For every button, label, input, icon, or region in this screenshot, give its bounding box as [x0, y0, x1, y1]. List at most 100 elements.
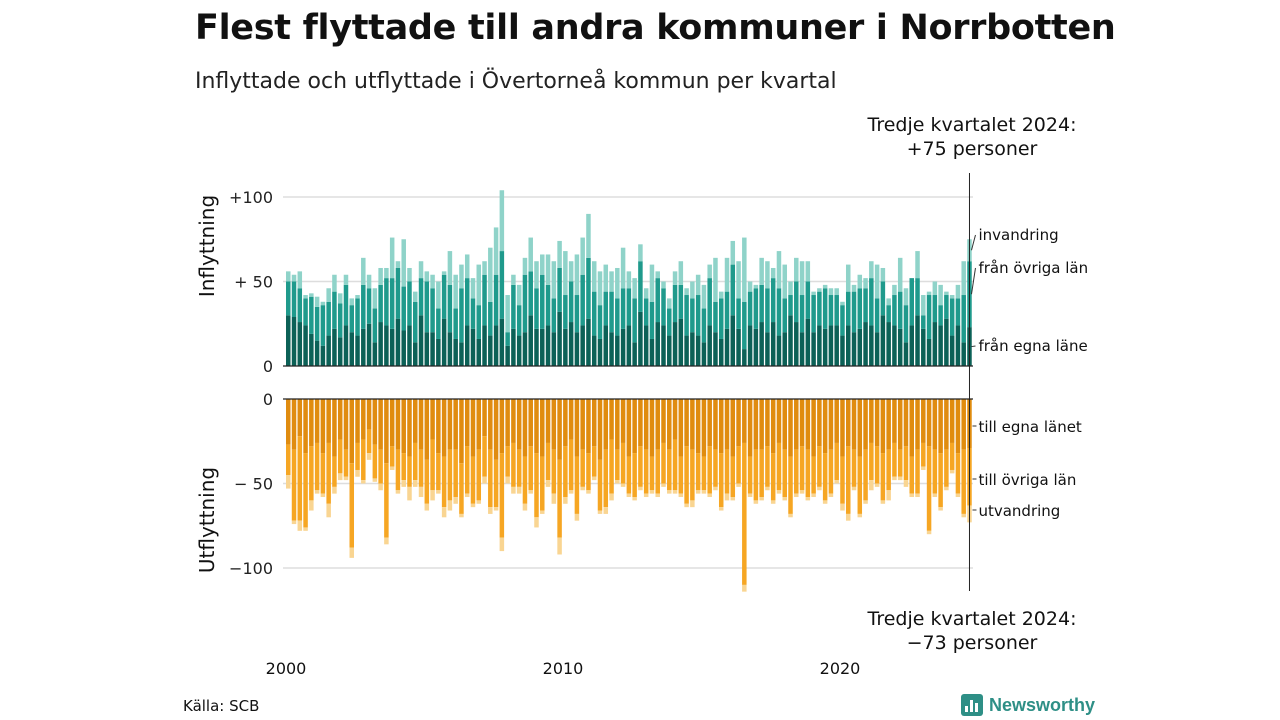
bar-segment [615, 335, 620, 366]
bar-segment [949, 469, 955, 474]
bar-segment [470, 456, 476, 504]
bar-segment [597, 305, 603, 339]
bar-segment [337, 293, 343, 304]
bar-segment [776, 251, 782, 289]
bar-segment [436, 490, 441, 494]
bar-segment [378, 483, 383, 491]
bar-segment [516, 399, 522, 450]
bar-segment [926, 295, 932, 339]
bar-segment [470, 328, 476, 366]
newsworthy-logo[interactable]: Newsworthy [961, 693, 1095, 717]
bar-segment [378, 449, 383, 484]
bar-segment [516, 284, 522, 306]
bar-segment [903, 288, 909, 306]
bar-segment [464, 399, 470, 447]
bar-segment [430, 274, 435, 289]
bar-segment [701, 490, 707, 494]
bar-segment [655, 493, 660, 498]
bar-segment [568, 439, 574, 491]
bar-segment [874, 264, 880, 299]
bar-segment [799, 332, 805, 366]
bar-segment [955, 453, 961, 494]
bar-segment [286, 315, 291, 366]
bar-segment [401, 480, 406, 487]
bar-segment [551, 332, 557, 366]
bar-segment [817, 325, 822, 366]
bar-segment [580, 486, 585, 491]
bar-segment [609, 399, 614, 440]
bar-segment [822, 453, 828, 501]
bar-segment [828, 399, 834, 450]
bar-segment [337, 337, 343, 366]
bar-segment [459, 463, 464, 514]
bar-segment [620, 399, 626, 443]
bar-segment [551, 261, 557, 299]
bar-segment [788, 456, 793, 514]
bar-segment [770, 278, 776, 323]
bar-segment [493, 325, 499, 366]
bar-segment [563, 399, 568, 447]
bar-segment [961, 261, 966, 296]
bar-segment [580, 274, 585, 326]
bar-segment [372, 444, 378, 479]
bar-segment [568, 490, 574, 494]
bar-segment [349, 547, 355, 558]
bar-segment [794, 449, 799, 494]
bar-segment [765, 288, 770, 333]
bar-segment [897, 257, 903, 292]
bar-segment [320, 301, 326, 306]
bar-segment [638, 446, 643, 487]
bar-segment [528, 446, 533, 491]
bar-segment [551, 493, 557, 504]
bar-segment [713, 399, 718, 450]
bar-segment [395, 399, 401, 450]
bar-segment [794, 399, 799, 450]
y-axis-label-outflow: Utflyttning [195, 467, 219, 573]
bar-segment [534, 517, 539, 528]
bar-segment [678, 261, 684, 285]
bar-segment [436, 399, 441, 454]
bar-segment [845, 264, 851, 292]
bar-segment [643, 449, 649, 494]
bar-segment [840, 503, 845, 511]
bar-segment [707, 399, 712, 447]
bar-segment [730, 456, 736, 498]
bar-segment [672, 271, 678, 285]
bar-segment [730, 264, 736, 316]
bar-segment [880, 399, 886, 454]
bar-segment [499, 537, 505, 552]
bar-segment [516, 335, 522, 366]
bar-segment [684, 503, 689, 508]
bar-segment [401, 330, 406, 366]
bar-segment [845, 399, 851, 447]
bar-segment [372, 288, 378, 309]
bar-segment [713, 486, 718, 491]
bar-segment [811, 295, 816, 333]
bar-segment [349, 463, 355, 548]
bar-segment [430, 288, 435, 333]
bar-segment [909, 493, 914, 498]
bar-segment [822, 284, 828, 289]
bar-segment [921, 295, 926, 316]
bar-segment [286, 399, 291, 445]
bar-segment [949, 335, 955, 366]
bar-segment [880, 315, 886, 366]
bar-segment [776, 288, 782, 336]
bar-segment [880, 267, 886, 282]
bar-segment [672, 490, 678, 494]
bar-segment [892, 325, 897, 366]
bar-segment [707, 264, 712, 279]
bar-segment [695, 453, 701, 491]
bar-segment [291, 449, 297, 521]
bar-segment [776, 335, 782, 366]
bar-segment [389, 466, 395, 470]
bar-segment [649, 338, 655, 366]
series-label: från övriga län [978, 259, 1088, 277]
bar-segment [915, 315, 920, 366]
bar-segment [418, 261, 424, 279]
bar-segment [747, 281, 753, 292]
bar-segment [309, 446, 314, 501]
bar-segment [811, 399, 816, 457]
bar-segment [718, 453, 724, 508]
bar-segment [303, 295, 308, 299]
